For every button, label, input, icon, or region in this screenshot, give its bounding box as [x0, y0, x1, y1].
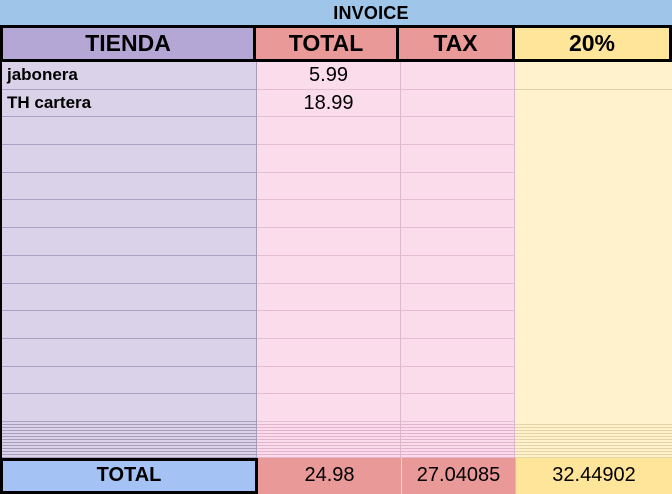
- cell-tienda[interactable]: jabonera: [2, 62, 257, 90]
- table-row: [2, 366, 672, 395]
- cell-total[interactable]: [257, 394, 401, 422]
- cell-tax[interactable]: [401, 200, 515, 229]
- table-row: [2, 117, 672, 146]
- table-row: [2, 338, 672, 367]
- footer-tax-value[interactable]: 27.04085: [401, 457, 515, 494]
- cell-tienda[interactable]: [2, 200, 257, 229]
- cell-tienda[interactable]: TH cartera: [2, 89, 257, 118]
- cell-tax[interactable]: [401, 145, 515, 173]
- cell-tax[interactable]: [401, 117, 515, 146]
- cell-tienda[interactable]: [2, 338, 257, 367]
- cell-tienda[interactable]: [2, 283, 257, 312]
- cell-20pct[interactable]: [515, 145, 672, 173]
- cell-20pct[interactable]: [515, 311, 672, 339]
- cell-tax[interactable]: [401, 311, 515, 339]
- table-row: [2, 200, 672, 229]
- cell-tienda[interactable]: [2, 172, 257, 201]
- column-header-20pct[interactable]: 20%: [515, 28, 669, 59]
- cell-tax[interactable]: [401, 283, 515, 312]
- cell-20pct[interactable]: [515, 62, 672, 90]
- cell-tienda[interactable]: [2, 311, 257, 339]
- column-header-tax[interactable]: TAX: [399, 28, 512, 59]
- cell-tienda[interactable]: [2, 255, 257, 284]
- cell-total[interactable]: 18.99: [257, 89, 401, 118]
- table-body: jabonera 5.99 TH cartera 18.99: [0, 62, 672, 422]
- cell-total[interactable]: [257, 311, 401, 339]
- table-header-row: TIENDA TOTAL TAX 20%: [0, 25, 672, 62]
- footer-20pct-value[interactable]: 32.44902: [515, 457, 672, 494]
- cell-20pct[interactable]: [515, 394, 672, 422]
- cell-tax[interactable]: [401, 172, 515, 201]
- column-header-tienda[interactable]: TIENDA: [3, 28, 253, 59]
- cell-total[interactable]: [257, 228, 401, 256]
- table-row: [2, 394, 672, 422]
- table-row: [2, 255, 672, 284]
- table-row: jabonera 5.99: [2, 62, 672, 90]
- cell-20pct[interactable]: [515, 228, 672, 256]
- cell-tienda[interactable]: [2, 228, 257, 256]
- table-footer-row: TOTAL 24.98 27.04085 32.44902: [0, 457, 672, 494]
- collapsed-rows: [0, 421, 672, 458]
- cell-total[interactable]: [257, 366, 401, 395]
- cell-20pct[interactable]: [515, 89, 672, 118]
- cell-20pct[interactable]: [515, 255, 672, 284]
- cell-total[interactable]: [257, 145, 401, 173]
- cell-tienda[interactable]: [2, 145, 257, 173]
- cell-tax[interactable]: [401, 338, 515, 367]
- cell-tax[interactable]: [401, 394, 515, 422]
- collapsed-rows-total: [257, 421, 401, 458]
- cell-20pct[interactable]: [515, 366, 672, 395]
- column-header-total[interactable]: TOTAL: [256, 28, 396, 59]
- cell-total[interactable]: [257, 255, 401, 284]
- cell-tax[interactable]: [401, 89, 515, 118]
- cell-20pct[interactable]: [515, 283, 672, 312]
- table-row: [2, 283, 672, 312]
- table-row: [2, 228, 672, 256]
- footer-total-label[interactable]: TOTAL: [0, 457, 258, 494]
- cell-tax[interactable]: [401, 255, 515, 284]
- collapsed-rows-20pct: [515, 421, 672, 458]
- cell-total[interactable]: 5.99: [257, 62, 401, 90]
- cell-tax[interactable]: [401, 62, 515, 90]
- cell-tienda[interactable]: [2, 394, 257, 422]
- cell-total[interactable]: [257, 117, 401, 146]
- invoice-title: INVOICE: [333, 3, 409, 23]
- cell-total[interactable]: [257, 338, 401, 367]
- cell-tax[interactable]: [401, 366, 515, 395]
- cell-20pct[interactable]: [515, 200, 672, 229]
- cell-total[interactable]: [257, 200, 401, 229]
- table-row: [2, 145, 672, 173]
- cell-total[interactable]: [257, 283, 401, 312]
- footer-total-value[interactable]: 24.98: [258, 457, 401, 494]
- cell-20pct[interactable]: [515, 338, 672, 367]
- collapsed-rows-tax: [401, 421, 515, 458]
- cell-total[interactable]: [257, 172, 401, 201]
- cell-tienda[interactable]: [2, 366, 257, 395]
- table-row: TH cartera 18.99: [2, 89, 672, 118]
- table-row: [2, 311, 672, 339]
- collapsed-rows-tienda: [2, 421, 257, 458]
- cell-20pct[interactable]: [515, 117, 672, 146]
- cell-tax[interactable]: [401, 228, 515, 256]
- cell-20pct[interactable]: [515, 172, 672, 201]
- table-row: [2, 172, 672, 201]
- cell-tienda[interactable]: [2, 117, 257, 146]
